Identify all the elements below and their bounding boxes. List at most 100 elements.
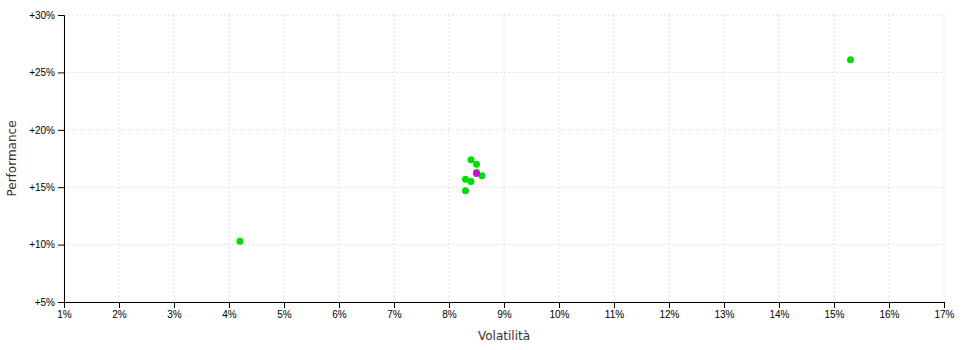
y-tick-label: +25% bbox=[29, 67, 55, 78]
point bbox=[468, 156, 475, 163]
y-tick-label: +15% bbox=[29, 182, 55, 193]
x-tick-mark bbox=[834, 302, 835, 308]
y-axis: +5% +10% +15% +20% +25% +30% bbox=[29, 10, 64, 308]
point bbox=[473, 161, 480, 168]
y-tick: +25% bbox=[29, 67, 64, 78]
x-tick: 1% bbox=[57, 302, 72, 320]
grid-line-x bbox=[834, 15, 835, 302]
x-tick-label: 5% bbox=[277, 309, 292, 320]
grid-line-x bbox=[229, 15, 230, 302]
point bbox=[462, 187, 469, 194]
x-tick-mark bbox=[944, 302, 945, 308]
x-tick-label: 6% bbox=[332, 309, 347, 320]
grid-line-x bbox=[394, 15, 395, 302]
y-tick: +20% bbox=[29, 125, 64, 136]
x-tick-mark bbox=[779, 302, 780, 308]
x-tick: 8% bbox=[442, 302, 457, 320]
x-tick-label: 14% bbox=[769, 309, 789, 320]
x-tick: 6% bbox=[332, 302, 347, 320]
grid-line-x bbox=[669, 15, 670, 302]
x-tick-mark bbox=[284, 302, 285, 308]
x-tick-mark bbox=[614, 302, 615, 308]
grid-line-y bbox=[64, 244, 944, 245]
grid-line-x bbox=[889, 15, 890, 302]
y-tick-mark bbox=[58, 72, 64, 73]
points bbox=[237, 56, 855, 244]
grid-line-y bbox=[64, 187, 944, 188]
y-tick: +15% bbox=[29, 182, 64, 193]
plot: 1% 2% 3% 4% 5% 6% 7% 8% 9% 10% 11% 12% 13% 14% 15% 16% 1… bbox=[29, 10, 954, 320]
x-tick: 2% bbox=[112, 302, 127, 320]
x-tick-mark bbox=[119, 302, 120, 308]
x-tick-label: 2% bbox=[112, 309, 127, 320]
y-tick: +10% bbox=[29, 239, 64, 250]
x-tick-mark bbox=[669, 302, 670, 308]
x-axis-title: Volatilità bbox=[478, 329, 530, 343]
x-tick: 16% bbox=[879, 302, 899, 320]
x-tick: 7% bbox=[387, 302, 402, 320]
y-tick: +30% bbox=[29, 10, 64, 21]
x-tick-label: 15% bbox=[824, 309, 844, 320]
x-tick-label: 12% bbox=[659, 309, 679, 320]
x-tick-label: 17% bbox=[934, 309, 954, 320]
x-tick-label: 9% bbox=[497, 309, 512, 320]
x-tick: 9% bbox=[497, 302, 512, 320]
grid-line-y bbox=[64, 72, 944, 73]
y-tick-mark bbox=[58, 187, 64, 188]
grid-line-x bbox=[339, 15, 340, 302]
series bbox=[473, 170, 480, 177]
point bbox=[237, 238, 244, 245]
x-tick-mark bbox=[504, 302, 505, 308]
grid-line-x bbox=[614, 15, 615, 302]
y-tick-mark bbox=[58, 302, 64, 303]
point bbox=[847, 56, 854, 63]
y-tick-mark bbox=[58, 130, 64, 131]
x-tick: 5% bbox=[277, 302, 292, 320]
y-tick-mark bbox=[58, 245, 64, 246]
x-tick: 3% bbox=[167, 302, 182, 320]
grid-line-x bbox=[119, 15, 120, 302]
grid-line-x bbox=[284, 15, 285, 302]
x-tick-label: 3% bbox=[167, 309, 182, 320]
x-tick-mark bbox=[559, 302, 560, 308]
grid-line-x bbox=[944, 15, 945, 302]
x-tick-label: 4% bbox=[222, 309, 237, 320]
x-tick-mark bbox=[724, 302, 725, 308]
point bbox=[462, 176, 469, 183]
y-tick-mark bbox=[58, 15, 64, 16]
grid-line-x bbox=[174, 15, 175, 302]
x-tick-label: 7% bbox=[387, 309, 402, 320]
y-tick-label: +5% bbox=[35, 297, 55, 308]
grid-line-x bbox=[504, 15, 505, 302]
x-tick: 14% bbox=[769, 302, 789, 320]
grid-line-x bbox=[724, 15, 725, 302]
x-tick-label: 11% bbox=[605, 309, 624, 320]
x-tick: 11% bbox=[605, 302, 624, 320]
x-tick-label: 13% bbox=[714, 309, 734, 320]
series bbox=[237, 56, 855, 244]
x-tick: 17% bbox=[934, 302, 954, 320]
grid-line-y bbox=[64, 15, 944, 16]
x-tick-label: 8% bbox=[442, 309, 457, 320]
x-tick: 10% bbox=[549, 302, 569, 320]
grid-line-x bbox=[779, 15, 780, 302]
x-tick: 4% bbox=[222, 302, 237, 320]
x-axis: 1% 2% 3% 4% 5% 6% 7% 8% 9% 10% 11% 12% 13% 14% 15% 16% 1… bbox=[57, 302, 954, 320]
x-tick-label: 16% bbox=[879, 309, 899, 320]
grid bbox=[64, 15, 944, 302]
y-tick-label: +30% bbox=[29, 10, 55, 21]
point bbox=[473, 170, 480, 177]
x-tick-label: 10% bbox=[549, 309, 569, 320]
x-tick-mark bbox=[394, 302, 395, 308]
x-tick: 12% bbox=[659, 302, 679, 320]
x-tick-mark bbox=[339, 302, 340, 308]
y-tick-label: +10% bbox=[29, 239, 55, 250]
grid-line-x bbox=[449, 15, 450, 302]
x-tick-label: 1% bbox=[57, 309, 72, 320]
grid-line-x bbox=[559, 15, 560, 302]
x-tick: 13% bbox=[714, 302, 734, 320]
x-axis-line bbox=[65, 303, 945, 309]
y-tick: +5% bbox=[35, 297, 64, 308]
chart: 1% 2% 3% 4% 5% 6% 7% 8% 9% 10% 11% 12% 13% 14% 15% 16% 1… bbox=[0, 0, 966, 350]
x-tick: 15% bbox=[824, 302, 844, 320]
